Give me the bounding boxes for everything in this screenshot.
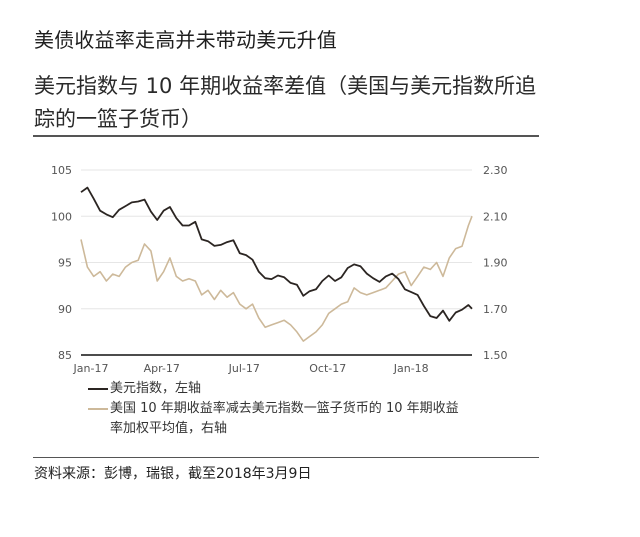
svg-text:2.10: 2.10 [483, 210, 508, 223]
svg-text:105: 105 [51, 164, 72, 177]
svg-text:1.70: 1.70 [483, 303, 508, 316]
svg-text:Jan-18: Jan-18 [393, 362, 429, 375]
title-divider [33, 135, 539, 137]
line-chart: 85 90 95 100 105 1.50 1.70 1.90 2.10 2.30 Jan-17… [51, 164, 508, 375]
source-divider [33, 457, 539, 458]
svg-text:Oct-17: Oct-17 [309, 362, 346, 375]
legend-item-dxy: 美元指数，左轴 [88, 379, 470, 399]
legend-swatch-spread [88, 408, 108, 410]
legend-label-dxy: 美元指数，左轴 [110, 381, 202, 396]
gridlines [81, 169, 472, 310]
svg-text:85: 85 [58, 349, 72, 362]
legend-swatch-dxy [88, 388, 108, 390]
legend: 美元指数，左轴 美国 10 年期收益率减去美元指数一篮子货币的 10 年期收益率… [88, 379, 470, 439]
legend-label-spread: 美国 10 年期收益率减去美元指数一篮子货币的 10 年期收益率加权平均值，右轴 [110, 401, 459, 436]
spread-series-line [80, 215, 473, 342]
svg-text:Jan-17: Jan-17 [73, 362, 109, 375]
x-axis-ticks: Jan-17 Apr-17 Jul-17 Oct-17 Jan-18 [73, 362, 429, 375]
headline: 美债收益率走高并未带动美元升值 [34, 28, 337, 52]
legend-item-spread: 美国 10 年期收益率减去美元指数一篮子货币的 10 年期收益率加权平均值，右轴 [88, 399, 470, 439]
svg-text:95: 95 [58, 257, 72, 270]
svg-text:90: 90 [58, 303, 72, 316]
svg-text:100: 100 [51, 210, 72, 223]
chart-title: 美元指数与 10 年期收益率差值（美国与美元指数所追踪的一篮子货币） [34, 74, 537, 131]
svg-text:1.50: 1.50 [483, 349, 508, 362]
y-axis-left-ticks: 85 90 95 100 105 [51, 164, 72, 362]
svg-text:Apr-17: Apr-17 [144, 362, 180, 375]
dxy-series-line [80, 186, 473, 322]
svg-text:Jul-17: Jul-17 [228, 362, 260, 375]
svg-text:2.30: 2.30 [483, 164, 508, 177]
source-note: 资料来源：彭博，瑞银，截至2018年3月9日 [34, 466, 312, 482]
svg-text:1.90: 1.90 [483, 257, 508, 270]
y-axis-right-ticks: 1.50 1.70 1.90 2.10 2.30 [483, 164, 508, 362]
